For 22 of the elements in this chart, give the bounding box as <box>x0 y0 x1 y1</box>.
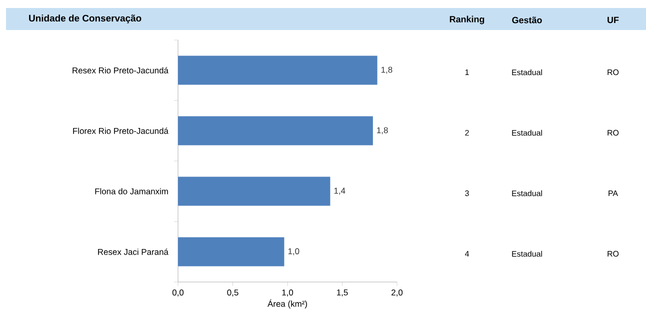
bar <box>178 116 373 146</box>
text: Gestão <box>512 16 542 24</box>
y-tick-label: Resex Jaci Paraná <box>98 248 168 255</box>
data-label: 1,4 <box>334 188 346 195</box>
x-axis-title: Área (km²) <box>268 299 307 308</box>
bar <box>178 237 284 266</box>
data-label: 1,0 <box>288 248 300 256</box>
data-label: 1,8 <box>377 127 388 134</box>
y-tick-label: Florex Rio Preto-Jacundá <box>73 128 168 134</box>
x-tick-label: 0,0 <box>172 290 184 297</box>
text: Unidade de Conservação <box>29 14 142 24</box>
y-tick-label: Flona do Jamanxim <box>95 188 168 194</box>
x-tick-label: 1,5 <box>337 290 348 296</box>
text: Ranking <box>450 16 484 24</box>
text: UF <box>608 16 619 24</box>
y-tick-label: Resex Rio Preto-Jacundá <box>72 67 168 74</box>
x-tick-label: 0,5 <box>227 290 238 297</box>
bar <box>178 56 378 85</box>
bar <box>178 176 330 206</box>
data-label: 1,8 <box>381 66 392 74</box>
x-tick-label: 1,0 <box>282 290 294 297</box>
x-tick-label: 2,0 <box>392 290 403 297</box>
